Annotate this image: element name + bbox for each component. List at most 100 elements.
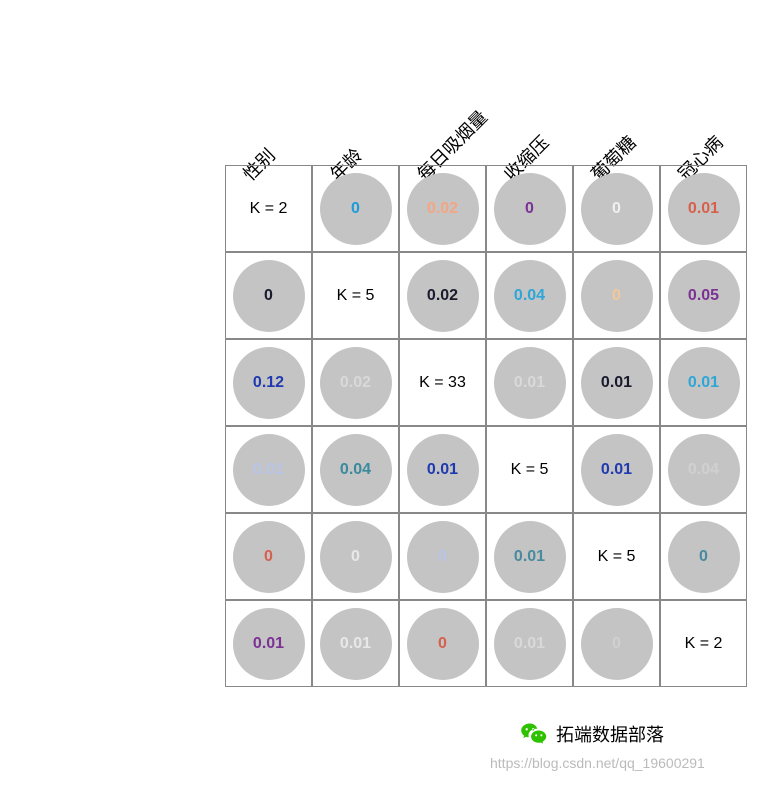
matrix-cell: 0.01 <box>486 600 573 687</box>
matrix-cell: 0.01 <box>486 513 573 600</box>
value-circle: 0 <box>320 521 392 593</box>
value-circle: 0.01 <box>668 347 740 419</box>
cell-value: 0.01 <box>253 461 284 479</box>
diag-value: K = 5 <box>511 461 549 479</box>
value-circle: 0 <box>581 173 653 245</box>
cell-value: 0.01 <box>688 200 719 218</box>
matrix-cell: 0 <box>399 600 486 687</box>
footer-brand: 拓端数据部落 <box>520 720 664 748</box>
value-circle: 0.02 <box>407 260 479 332</box>
matrix-cell: K = 5 <box>312 252 399 339</box>
matrix-cell: 0 <box>225 513 312 600</box>
cell-value: 0.01 <box>340 635 371 653</box>
matrix-cell: 0.04 <box>660 426 747 513</box>
value-circle: 0.01 <box>581 434 653 506</box>
watermark-url: https://blog.csdn.net/qq_19600291 <box>490 755 705 771</box>
cell-value: 0.04 <box>688 461 719 479</box>
matrix-cell: 0.01 <box>225 600 312 687</box>
value-circle: 0 <box>407 608 479 680</box>
cell-value: 0 <box>264 548 273 566</box>
value-circle: 0.12 <box>233 347 305 419</box>
matrix-cell: 0.04 <box>486 252 573 339</box>
diag-value: K = 2 <box>685 635 723 653</box>
cell-value: 0 <box>351 200 360 218</box>
matrix-cell: 0.01 <box>660 339 747 426</box>
matrix-cell: 0.02 <box>399 165 486 252</box>
footer-brand-text: 拓端数据部落 <box>556 721 664 747</box>
matrix-cell: K = 5 <box>486 426 573 513</box>
matrix-cell: 0.12 <box>225 339 312 426</box>
matrix-cell: 0 <box>312 513 399 600</box>
matrix-cell: 0 <box>225 252 312 339</box>
cell-value: 0.01 <box>514 374 545 392</box>
value-circle: 0.01 <box>581 347 653 419</box>
matrix-cell: 0.04 <box>312 426 399 513</box>
matrix-cell: 0.01 <box>573 426 660 513</box>
matrix-cell: 0.02 <box>399 252 486 339</box>
value-circle: 0.01 <box>494 608 566 680</box>
matrix-cell: 0 <box>660 513 747 600</box>
matrix-cell: 0 <box>573 165 660 252</box>
cell-value: 0.12 <box>253 374 284 392</box>
value-circle: 0.04 <box>494 260 566 332</box>
value-circle: 0.01 <box>668 173 740 245</box>
value-circle: 0 <box>320 173 392 245</box>
value-circle: 0.04 <box>320 434 392 506</box>
matrix-cell: 0.01 <box>399 426 486 513</box>
matrix-cell: 0 <box>573 600 660 687</box>
cell-value: 0.02 <box>340 374 371 392</box>
cell-value: 0 <box>525 200 534 218</box>
value-circle: 0 <box>494 173 566 245</box>
cell-value: 0.01 <box>688 374 719 392</box>
value-circle: 0.01 <box>407 434 479 506</box>
value-circle: 0 <box>233 521 305 593</box>
matrix-cell: K = 2 <box>660 600 747 687</box>
cell-value: 0 <box>351 548 360 566</box>
value-circle: 0.04 <box>668 434 740 506</box>
value-circle: 0 <box>581 260 653 332</box>
matrix-cell: 0.01 <box>312 600 399 687</box>
cell-value: 0.01 <box>427 461 458 479</box>
diag-value: K = 5 <box>598 548 636 566</box>
cell-value: 0.02 <box>427 200 458 218</box>
wechat-icon <box>520 720 548 748</box>
matrix-cell: 0 <box>399 513 486 600</box>
value-circle: 0.01 <box>320 608 392 680</box>
cell-value: 0 <box>438 548 447 566</box>
matrix-cell: K = 33 <box>399 339 486 426</box>
cell-value: 0 <box>612 635 621 653</box>
matrix-cell: 0.01 <box>225 426 312 513</box>
cell-value: 0.04 <box>340 461 371 479</box>
cell-value: 0.01 <box>514 548 545 566</box>
value-circle: 0 <box>668 521 740 593</box>
value-circle: 0 <box>581 608 653 680</box>
diag-value: K = 5 <box>337 287 375 305</box>
matrix-cell: 0 <box>312 165 399 252</box>
matrix-cell: K = 5 <box>573 513 660 600</box>
matrix-cell: 0.02 <box>312 339 399 426</box>
value-circle: 0.01 <box>494 521 566 593</box>
cell-value: 0 <box>264 287 273 305</box>
cell-value: 0 <box>612 287 621 305</box>
value-circle: 0.01 <box>494 347 566 419</box>
cell-value: 0.01 <box>514 635 545 653</box>
cell-value: 0 <box>438 635 447 653</box>
cell-value: 0.05 <box>688 287 719 305</box>
value-circle: 0.01 <box>233 434 305 506</box>
value-circle: 0.02 <box>320 347 392 419</box>
cell-value: 0.01 <box>253 635 284 653</box>
value-circle: 0 <box>233 260 305 332</box>
matrix-cell: 0.01 <box>660 165 747 252</box>
cell-value: 0 <box>612 200 621 218</box>
cell-value: 0 <box>699 548 708 566</box>
matrix-cell: 0 <box>573 252 660 339</box>
diag-value: K = 33 <box>419 374 466 392</box>
cell-value: 0.04 <box>514 287 545 305</box>
cell-value: 0.01 <box>601 374 632 392</box>
cell-value: 0.02 <box>427 287 458 305</box>
matrix-cell: 0.01 <box>573 339 660 426</box>
matrix-cell: 0.01 <box>486 339 573 426</box>
value-circle: 0 <box>407 521 479 593</box>
matrix-cell: K = 2 <box>225 165 312 252</box>
diag-value: K = 2 <box>250 200 288 218</box>
